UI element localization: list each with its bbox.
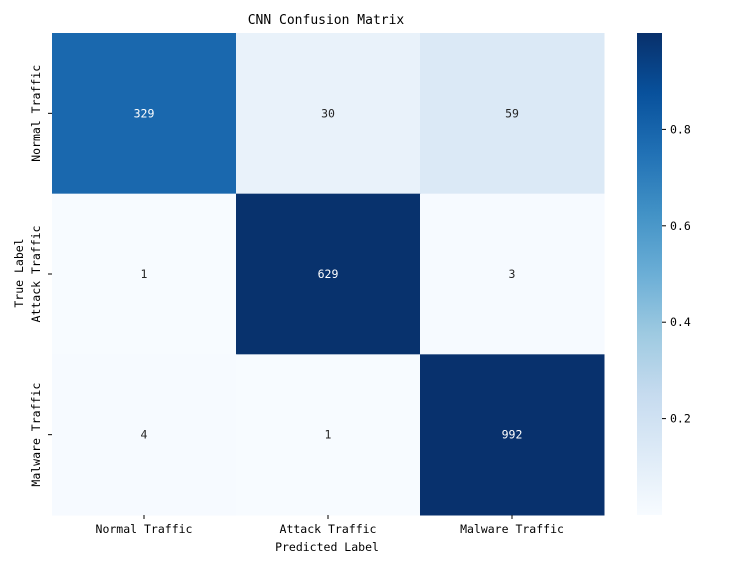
colorbar [637,33,662,515]
cell-value-r0-c2: 59 [505,106,519,120]
heatmap-cell-r1-c0 [52,193,237,355]
chart-title: CNN Confusion Matrix [248,13,405,28]
heatmap-cell-r2-c1 [236,354,421,516]
cell-value-r1-c2: 3 [509,267,516,281]
heatmap-cell-r0-c1 [236,33,421,195]
colorbar-tick-label: 0.8 [670,122,691,136]
cell-value-r2-c0: 4 [141,428,148,442]
heatmap-cell-r1-c1 [236,193,421,355]
x-axis-ticks: Normal Traffic Attack Traffic Malware Traf… [96,515,564,536]
heatmap-cell-r2-c2 [420,354,605,516]
heatmap-cell-labels: 329 30 59 1 629 3 4 1 992 [134,106,523,441]
cell-value-r0-c0: 329 [134,106,155,120]
colorbar-tick-label: 0.6 [670,219,691,233]
cell-value-r2-c1: 1 [325,428,332,442]
y-tick-label: Attack Traffic [29,226,43,323]
y-tick-label: Normal Traffic [29,65,43,162]
heatmap-cell-r2-c0 [52,354,237,516]
y-tick-label: Malware Traffic [29,383,43,487]
cell-value-r2-c2: 992 [502,428,523,442]
cell-value-r1-c1: 629 [318,267,339,281]
heatmap-cell-r0-c2 [420,33,605,195]
colorbar-ticks: 0.2 0.4 0.6 0.8 [662,122,691,426]
y-axis-ticks: Normal Traffic Attack Traffic Malware Traf… [29,65,52,487]
y-axis-label: True Label [12,238,26,307]
cell-value-r1-c0: 1 [141,267,148,281]
x-tick-label: Malware Traffic [460,522,564,536]
colorbar-tick-label: 0.2 [670,412,691,426]
heatmap-cells [52,33,605,516]
colorbar-tick-label: 0.4 [670,315,691,329]
x-tick-label: Attack Traffic [280,522,377,536]
heatmap-cell-r0-c0 [52,33,237,195]
x-axis-label: Predicted Label [275,540,379,554]
x-tick-label: Normal Traffic [96,522,193,536]
cell-value-r0-c1: 30 [321,106,335,120]
heatmap-cell-r1-c2 [420,193,605,355]
